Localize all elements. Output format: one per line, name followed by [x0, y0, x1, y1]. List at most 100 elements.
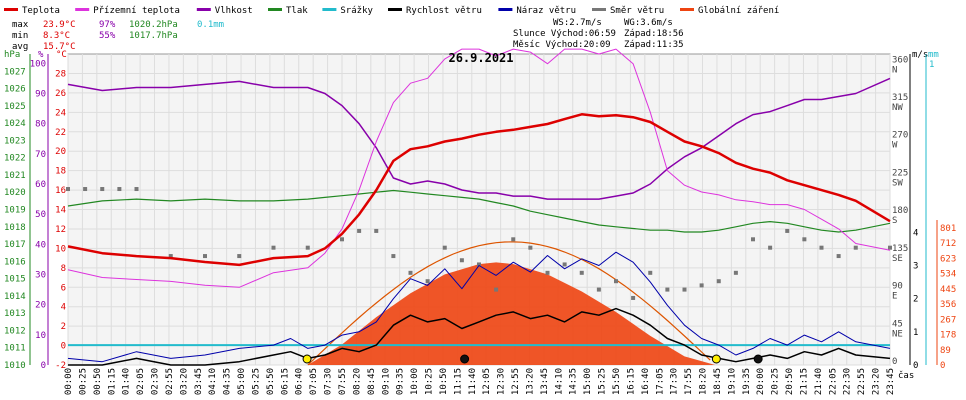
astro-info: WS:2.7m/s WG:3.6m/s Slunce Východ:06:59 …: [513, 18, 684, 50]
axis-wm2-tick: 534: [940, 270, 956, 280]
axis-temp-tick: 26: [55, 89, 66, 99]
axis-dir-name: NW: [892, 103, 903, 113]
legend-label: Tlak: [286, 6, 308, 16]
axis-hum-tick: 60: [35, 180, 46, 190]
axis-hpa-tick: 1021: [4, 171, 26, 181]
axis-x-tick: 10:50: [439, 368, 449, 395]
axis-x-tick: 20:50: [785, 368, 795, 395]
axis-temp-unit: °C: [56, 50, 67, 60]
axis-x-tick: 17:05: [655, 368, 665, 395]
stat-min-temp: 8.3°C: [43, 31, 70, 41]
axis-hum-tick: 80: [35, 120, 46, 130]
wind-dir-point: [562, 262, 567, 267]
axis-temp-tick: 12: [55, 225, 66, 235]
wind-dir-point: [631, 295, 636, 300]
axis-x-tick: 23:45: [886, 368, 896, 395]
axis-dir-tick: 360: [892, 55, 908, 65]
axis-hpa-tick: 1027: [4, 67, 26, 77]
wind-dir-point: [271, 245, 276, 250]
axis-hum-tick: 100: [30, 59, 46, 69]
wind-dir-point: [203, 254, 207, 259]
axis-temp-tick: 16: [55, 186, 66, 196]
wind-dir-point: [117, 187, 122, 192]
legend-label: Teplota: [22, 6, 60, 16]
axis-x-tick: 02:30: [151, 368, 161, 395]
axis-temp-tick: 0: [61, 342, 66, 352]
axis-x-tick: 15:25: [598, 368, 608, 395]
stats-panel: max 23.9°C 97% 1020.2hPa 0.1mm min 8.3°C…: [12, 20, 224, 52]
axis-hpa-tick: 1011: [4, 344, 26, 354]
axis-hpa-tick: 1022: [4, 154, 26, 164]
info-moon-set: Západ:11:35: [624, 40, 684, 50]
axis-hum-tick: 20: [35, 301, 46, 311]
axis-x-label: čas: [898, 370, 914, 381]
axis-ms-unit: m/s: [912, 50, 928, 60]
axis-hpa-tick: 1025: [4, 102, 26, 112]
axis-temp-tick: 14: [55, 206, 66, 216]
axis-x-tick: 09:35: [396, 368, 406, 395]
series-humidity: [67, 77, 891, 200]
axis-wm2-tick: 178: [940, 331, 956, 341]
series-wind-dir: [66, 187, 892, 300]
info-moon: Měsíc Východ:20:09: [513, 40, 611, 50]
wind-dir-point: [545, 270, 550, 275]
legend-label: Náraz větru: [516, 6, 576, 16]
wind-dir-point: [768, 245, 773, 250]
wind-dir-point: [425, 279, 430, 284]
axis-x-tick: 01:15: [107, 368, 117, 395]
wind-dir-point: [442, 245, 447, 250]
axis-wm2-tick: 623: [940, 254, 956, 264]
axis-temp-tick: 28: [55, 69, 66, 79]
legend-swatch: [4, 8, 18, 11]
axis-hpa-tick: 1026: [4, 85, 26, 95]
axis-dir-tick: 45: [892, 319, 903, 329]
axis-x-tick: 21:40: [814, 368, 824, 395]
axis-hpa-tick: 1017: [4, 240, 26, 250]
axis-x-tick: 03:20: [179, 368, 189, 395]
wind-dir-point: [100, 187, 105, 192]
wind-dir-point: [648, 270, 653, 275]
axis-dir-name: S: [892, 216, 897, 226]
axis-x-tick: 07:30: [324, 368, 334, 395]
axis-x-tick: 14:10: [554, 368, 564, 395]
legend-label: Vlhkost: [215, 6, 253, 16]
series-ground-temp: [67, 48, 891, 288]
axis-x-tick: 00:00: [64, 368, 74, 395]
axis-x-tick: 11:40: [468, 368, 478, 395]
wind-dir-point: [511, 237, 516, 242]
wind-dir-point: [751, 237, 755, 242]
stat-min-label: min: [12, 31, 28, 41]
wind-dir-point: [391, 254, 396, 259]
axis-hum-tick: 30: [35, 270, 46, 280]
stat-max-temp: 23.9°C: [43, 20, 76, 30]
axis-x-tick: 07:55: [338, 368, 348, 395]
axis-ms-tick: 1: [913, 328, 918, 338]
axis-x-tick: 12:55: [511, 368, 521, 395]
axis-x-tick: 05:50: [266, 368, 276, 395]
axis-x-tick: 03:45: [194, 368, 204, 395]
stat-max-rain: 0.1mm: [197, 20, 224, 30]
wind-dir-point: [682, 287, 687, 292]
axis-hum-tick: 40: [35, 240, 46, 250]
axis-hpa-tick: 1014: [4, 292, 26, 302]
axis-x-tick: 19:35: [742, 368, 752, 395]
wind-dir-point: [494, 287, 499, 292]
sunset-marker: [711, 354, 721, 364]
axis-mm-tick: 1: [929, 60, 934, 70]
wind-dir-point: [819, 245, 824, 250]
stat-max-hum: 97%: [99, 20, 116, 30]
wind-dir-point: [83, 187, 88, 192]
legend-swatch: [592, 8, 606, 11]
axis-dir-name: SE: [892, 254, 903, 264]
axis-mm-unit: mm: [928, 50, 939, 60]
axis-wm2-tick: 356: [940, 300, 956, 310]
info-sun-set: Západ:18:56: [624, 29, 684, 39]
wind-dir-point: [305, 245, 310, 250]
series-pressure: [67, 189, 891, 233]
axis-dir-tick: 135: [892, 244, 908, 254]
axis-x-tick: 00:25: [78, 368, 88, 395]
axis-x-tick: 12:30: [497, 368, 507, 395]
axis-x-tick: 22:55: [857, 368, 867, 395]
axis-x-tick: 16:15: [626, 368, 636, 395]
